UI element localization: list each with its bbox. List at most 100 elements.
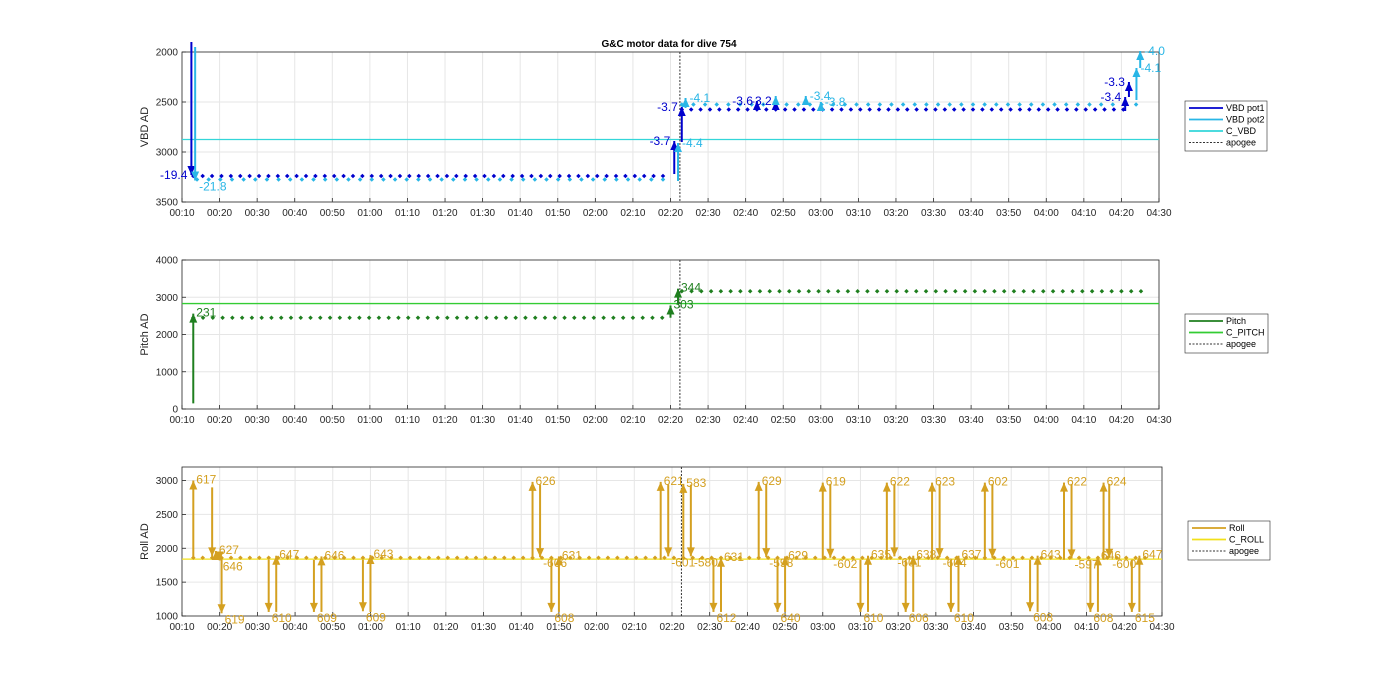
data-point [738,289,743,294]
data-point [388,555,394,561]
arrow-label: 608 [1033,610,1053,624]
data-point [933,289,939,294]
data-point [483,555,488,561]
data-point [542,315,548,321]
data-point [1075,102,1081,107]
y-tick-label: 4000 [156,256,179,267]
arrow-label: -19.4 [160,168,188,182]
arrow-head [771,96,780,105]
data-point [1080,289,1085,294]
x-tick-label: 02:00 [583,208,608,219]
legend-entry: VBD pot1 [1226,103,1265,113]
data-point [709,555,714,561]
data-point [1052,102,1057,107]
arrow-label: -601 [995,557,1019,571]
arrow-head [946,602,955,612]
data-point [1050,289,1056,294]
x-tick-label: 00:20 [207,208,232,219]
x-tick-label: 01:50 [545,415,570,426]
arrow-label: 626 [536,474,556,488]
data-point [454,173,459,179]
data-point [1133,555,1138,561]
arrow-label: -4.1 [1140,61,1161,75]
data-point [572,315,577,321]
data-point [1102,107,1107,112]
arrow-label: 583 [686,476,706,490]
x-tick-label: 00:10 [169,415,194,426]
arrow-label: -3.6 [732,94,753,108]
data-point [497,177,503,182]
arrow-head [1086,602,1095,612]
arrow-head [762,548,771,558]
arrow-label: 608 [1093,611,1113,625]
x-tick-label: 00:20 [207,415,232,426]
data-point [835,289,841,294]
arrow-label: 602 [988,475,1008,489]
data-point [620,315,626,321]
arrow-label: 344 [681,281,701,295]
data-point [308,315,313,321]
arrow-head [818,482,827,492]
arrow-label: 612 [716,611,736,625]
data-point [953,289,958,294]
data-point [888,555,893,561]
arrow-head [679,483,688,493]
legend-entry: apogee [1226,138,1256,148]
data-point [313,555,319,561]
data-point [690,555,695,561]
data-point [884,289,890,294]
arrow-label: -4.0 [1144,44,1165,58]
data-point [318,315,323,321]
data-point [322,555,328,561]
data-point [552,315,558,321]
data-point [327,315,333,321]
x-tick-label: 01:20 [433,208,458,219]
x-tick-label: 03:40 [959,415,984,426]
legend-entry: C_VBD [1226,126,1257,136]
data-point [1142,555,1148,561]
x-tick-label: 01:30 [470,208,495,219]
data-point [388,173,393,179]
y-tick-label: 3000 [156,148,179,159]
arrow-head [664,547,673,557]
arrow-head [781,556,790,566]
data-point [454,315,460,321]
x-tick-label: 00:50 [320,622,345,633]
data-point [679,289,685,294]
data-point [366,315,372,321]
data-point [982,289,987,294]
x-tick-label: 01:50 [546,622,571,633]
arrow-head [988,548,997,558]
arrow-head [752,101,761,110]
x-tick-label: 03:40 [959,208,984,219]
data-point [1110,102,1116,107]
arrow-head [536,548,545,558]
data-point [1020,555,1025,561]
data-point [381,177,386,182]
x-tick-label: 03:00 [808,208,833,219]
data-point [630,315,636,321]
x-tick-label: 04:20 [1112,622,1137,633]
arrow-label: 646 [324,548,344,562]
arrow-head [1060,482,1068,492]
y-tick-label: 2000 [156,544,179,555]
data-point [992,289,997,294]
x-tick-label: 02:10 [620,415,645,426]
arrow-label: -4.1 [690,91,711,105]
data-point [747,555,752,561]
data-point [285,555,290,561]
arrow-head [674,143,683,152]
x-tick-label: 01:40 [509,622,534,633]
arrow-label: -4.4 [682,136,703,150]
data-point [341,555,347,561]
data-point [257,555,262,561]
arrow-head [547,602,556,612]
data-point [1086,555,1091,561]
arrow-head [890,547,899,557]
data-point [249,315,255,321]
data-point [445,315,450,321]
x-tick-label: 03:50 [996,208,1021,219]
